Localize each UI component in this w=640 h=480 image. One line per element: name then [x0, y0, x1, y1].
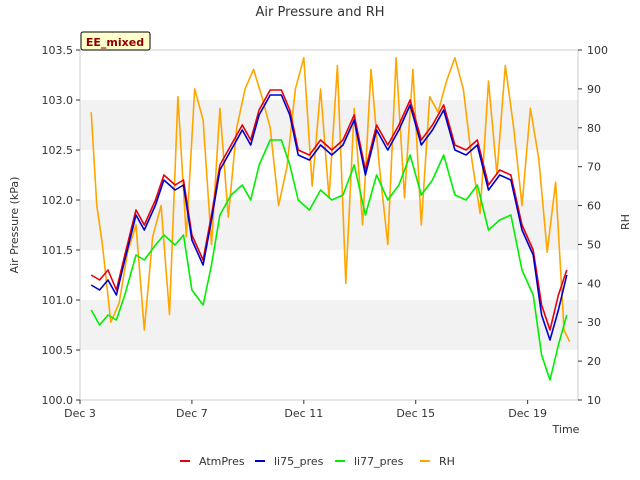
x-tick-label: Dec 7 [176, 407, 208, 420]
y2-tick-label: 80 [587, 122, 601, 135]
y2-tick-label: 70 [587, 161, 601, 174]
plot-frame [79, 49, 579, 401]
y-tick-label: 101.5 [42, 244, 74, 257]
chart-title: Air Pressure and RH [255, 5, 384, 20]
legend-label-AtmPres: AtmPres [199, 455, 245, 468]
y2-tick-label: 90 [587, 83, 601, 96]
y-axis-label: Air Pressure (kPa) [8, 177, 21, 274]
plot-background [80, 50, 578, 400]
grid-band [80, 50, 578, 100]
y2-tick-label: 50 [587, 238, 601, 251]
site-badge-label: EE_mixed [86, 36, 144, 49]
y-axis: 100.0 100.5 101.0 101.5 102.0 102.5 103.0 103.5 [42, 44, 80, 407]
y-tick-label: 102.0 [42, 194, 74, 207]
legend: AtmPres li75_pres li77_pres RH [180, 455, 455, 468]
y2-axis-label: RH [619, 214, 632, 230]
series-layer [90, 56, 571, 381]
y-tick-label: 102.5 [42, 144, 74, 157]
x-tick-label: Dec 19 [508, 407, 547, 420]
grid-band [80, 100, 578, 150]
y-tick-label: 103.5 [42, 44, 74, 57]
y-tick-label: 101.0 [42, 294, 74, 307]
series-line-AtmPres [90, 89, 568, 331]
y-tick-label: 100.5 [42, 344, 74, 357]
grid-band [80, 350, 578, 400]
y2-tick-label: 100 [587, 44, 608, 57]
y2-tick-label: 10 [587, 394, 601, 407]
legend-label-RH: RH [439, 455, 455, 468]
x-axis-label: Time [552, 423, 580, 436]
x-tick-label: Dec 15 [396, 407, 435, 420]
site-badge-box [80, 31, 151, 51]
legend-label-li75_pres: li75_pres [274, 455, 324, 468]
series-line-li77_pres [90, 139, 568, 381]
series-line-li75_pres [90, 94, 568, 341]
x-axis: Dec 3 Dec 7 Dec 11 Dec 15 Dec 19 [64, 400, 547, 420]
y2-tick-label: 40 [587, 277, 601, 290]
grid-band [80, 250, 578, 300]
y2-tick-label: 60 [587, 200, 601, 213]
y2-axis: 10 20 30 40 50 60 70 80 90 100 [578, 44, 608, 407]
y2-tick-label: 20 [587, 355, 601, 368]
y2-tick-label: 30 [587, 316, 601, 329]
grid-band [80, 300, 578, 350]
y-tick-label: 103.0 [42, 94, 74, 107]
legend-label-li77_pres: li77_pres [354, 455, 404, 468]
y-tick-label: 100.0 [42, 394, 74, 407]
x-tick-label: Dec 3 [64, 407, 96, 420]
x-tick-label: Dec 11 [284, 407, 323, 420]
site-badge: EE_mixed [80, 31, 151, 51]
